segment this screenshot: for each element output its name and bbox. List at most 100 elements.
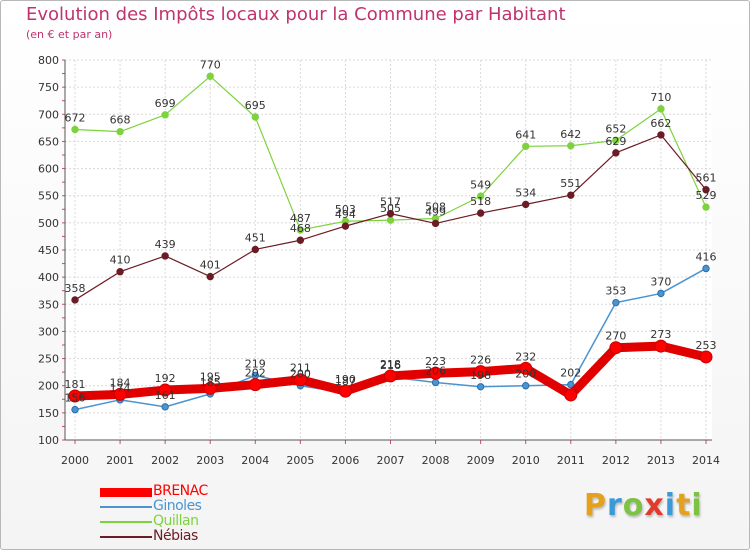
- data-label-brenac: 253: [696, 339, 717, 352]
- data-point-quillan: [206, 72, 214, 80]
- data-label-brenac: 195: [200, 370, 221, 383]
- data-point-quillan: [476, 192, 485, 200]
- x-tick-label: 2014: [692, 454, 720, 467]
- legend-swatch-ginoles: [100, 506, 152, 508]
- data-label-ginoles: 156: [65, 392, 86, 405]
- data-label-nbias: 518: [470, 195, 491, 208]
- legend-label-quillan: Quillan: [153, 513, 199, 529]
- data-label-quillan: 641: [515, 128, 536, 141]
- data-point-quillan: [251, 113, 259, 121]
- data-point-brenac: [248, 378, 262, 392]
- data-label-brenac: 184: [110, 376, 131, 389]
- chart-title: Evolution des Impôts locaux pour la Comm…: [26, 4, 566, 25]
- data-point-quillan: [161, 111, 169, 119]
- logo-letter: x: [644, 488, 665, 523]
- x-tick-label: 2012: [602, 454, 630, 467]
- data-point-quillan: [522, 142, 530, 151]
- data-label-ginoles: 187: [335, 375, 356, 388]
- data-point-nbias: [161, 252, 169, 260]
- data-point-nbias: [116, 268, 124, 276]
- legend-swatch-quillan: [100, 521, 152, 523]
- data-label-brenac: 218: [380, 358, 401, 371]
- y-tick-label: 450: [38, 244, 59, 257]
- y-tick-label: 700: [38, 108, 59, 121]
- data-point-brenac: [699, 350, 713, 364]
- y-tick-label: 200: [38, 380, 59, 393]
- x-tick-label: 2003: [196, 454, 224, 467]
- data-label-ginoles: 161: [155, 389, 176, 402]
- data-label-brenac: 273: [650, 328, 671, 341]
- logo-letter: i: [664, 488, 677, 523]
- data-point-brenac: [519, 361, 533, 375]
- data-label-quillan: 652: [605, 122, 626, 135]
- data-point-quillan: [567, 142, 575, 150]
- data-label-nbias: 451: [245, 231, 266, 244]
- data-label-quillan: 699: [155, 97, 176, 110]
- data-label-nbias: 494: [335, 208, 356, 221]
- chart-subtitle: (en € et par an): [26, 28, 113, 41]
- data-point-brenac: [203, 381, 217, 395]
- data-label-nbias: 439: [155, 238, 176, 251]
- x-tick-label: 2006: [331, 454, 359, 467]
- data-label-quillan: 710: [650, 91, 671, 104]
- x-tick-label: 2007: [377, 454, 405, 467]
- logo-letter: o: [622, 488, 645, 523]
- data-point-brenac: [338, 384, 352, 398]
- data-point-brenac: [293, 373, 307, 387]
- data-label-quillan: 549: [470, 178, 491, 191]
- data-label-nbias: 410: [110, 254, 131, 267]
- data-point-nbias: [341, 222, 350, 230]
- data-label-nbias: 561: [696, 172, 717, 185]
- data-point-quillan: [386, 216, 395, 224]
- data-label-ginoles: 219: [245, 357, 266, 370]
- data-point-ginoles: [657, 289, 665, 298]
- y-tick-label: 600: [38, 163, 59, 176]
- data-label-brenac: 232: [515, 350, 536, 363]
- data-point-brenac: [384, 369, 397, 383]
- data-point-nbias: [431, 219, 440, 228]
- data-label-quillan: 642: [560, 128, 581, 141]
- x-tick-label: 2004: [241, 454, 269, 467]
- data-label-ginoles: 198: [470, 369, 491, 382]
- data-point-nbias: [296, 236, 305, 244]
- data-point-brenac: [609, 341, 623, 355]
- data-point-ginoles: [71, 405, 79, 414]
- data-label-quillan: 668: [110, 114, 131, 127]
- legend-swatch-brenac: [100, 488, 152, 497]
- data-point-ginoles: [702, 264, 710, 273]
- data-point-brenac: [113, 387, 127, 401]
- data-point-nbias: [476, 209, 485, 217]
- data-label-quillan: 770: [200, 58, 221, 71]
- data-point-ginoles: [522, 382, 530, 390]
- data-point-brenac: [474, 365, 488, 379]
- data-label-ginoles: 370: [650, 275, 671, 288]
- data-point-quillan: [657, 105, 665, 113]
- data-point-quillan: [296, 226, 305, 234]
- y-tick-label: 800: [38, 54, 59, 67]
- data-label-quillan: 505: [380, 202, 401, 215]
- data-point-quillan: [116, 127, 124, 136]
- x-tick-label: 2005: [286, 454, 314, 467]
- data-point-quillan: [702, 203, 710, 211]
- data-label-quillan: 487: [290, 212, 311, 225]
- x-tick-label: 2011: [557, 454, 585, 467]
- data-label-quillan: 503: [335, 203, 356, 216]
- x-tick-label: 2002: [151, 454, 179, 467]
- data-label-ginoles: 200: [515, 368, 536, 381]
- data-point-brenac: [429, 366, 443, 380]
- legend-label-nbias: Nébias: [153, 528, 198, 544]
- data-label-brenac: 181: [65, 378, 86, 391]
- logo-letter: t: [676, 488, 692, 523]
- y-tick-label: 500: [38, 217, 59, 230]
- data-label-ginoles: 206: [425, 364, 446, 377]
- data-point-brenac: [158, 383, 172, 397]
- logo-letter: i: [691, 488, 703, 523]
- data-label-quillan: 672: [65, 111, 86, 124]
- data-point-ginoles: [612, 298, 620, 307]
- x-tick-label: 2009: [467, 454, 495, 467]
- data-label-nbias: 499: [425, 205, 446, 218]
- data-label-quillan: 695: [245, 99, 266, 112]
- data-label-brenac: 202: [245, 367, 266, 380]
- logo-letter: P: [584, 488, 607, 523]
- legend-label-ginoles: Ginoles: [153, 498, 202, 514]
